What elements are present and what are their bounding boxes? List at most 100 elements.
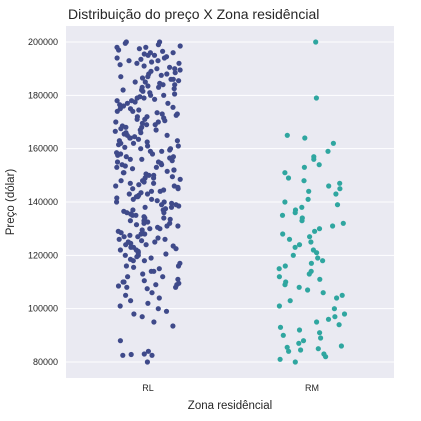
data-point-rm <box>280 231 286 237</box>
data-point-rl <box>120 87 126 93</box>
data-point-rm <box>311 156 317 162</box>
data-point-rl <box>139 227 145 233</box>
data-point-rm <box>306 188 312 194</box>
data-point-rm <box>317 276 323 282</box>
data-point-rm <box>331 306 337 312</box>
data-point-rl <box>171 86 177 92</box>
data-point-rl <box>123 242 129 248</box>
data-point-rm <box>287 298 293 304</box>
data-point-rl <box>175 223 181 229</box>
data-point-rl <box>149 151 156 157</box>
data-point-rm <box>338 343 344 349</box>
data-point-rl <box>141 351 147 357</box>
data-point-rm <box>305 287 311 293</box>
data-point-rm <box>317 330 323 336</box>
data-point-rl <box>127 218 133 224</box>
data-point-rl <box>139 84 145 90</box>
data-point-rl <box>130 258 136 264</box>
data-point-rl <box>146 71 152 77</box>
data-point-rl <box>117 62 123 68</box>
data-point-rl <box>175 143 181 149</box>
data-point-rl <box>170 243 176 249</box>
data-point-rl <box>172 91 178 97</box>
data-point-rl <box>168 204 175 210</box>
data-point-rl <box>157 39 163 45</box>
data-point-rl <box>137 127 143 133</box>
data-point-rl <box>143 44 149 50</box>
data-point-rl <box>130 207 136 213</box>
data-point-rl <box>156 295 162 301</box>
data-point-rm <box>276 266 282 272</box>
data-point-rl <box>123 292 129 298</box>
data-point-rl <box>156 266 162 272</box>
data-point-rl <box>164 223 170 229</box>
data-point-rl <box>145 143 151 149</box>
data-point-rl <box>135 252 141 258</box>
data-point-rl <box>170 154 176 160</box>
data-point-rm <box>282 282 288 288</box>
data-point-rl <box>156 84 162 90</box>
data-point-rl <box>174 111 180 117</box>
data-point-rm <box>300 338 307 344</box>
data-point-rl <box>163 308 170 314</box>
data-point-rm <box>307 234 313 240</box>
data-point-rl <box>154 198 160 204</box>
data-point-rl <box>146 172 152 178</box>
data-point-rl <box>114 98 120 104</box>
data-point-rl <box>171 167 177 173</box>
data-point-rl <box>124 100 130 106</box>
data-point-rl <box>175 263 182 269</box>
data-point-rl <box>154 66 160 72</box>
data-point-rm <box>330 223 336 229</box>
data-point-rl <box>140 271 146 277</box>
data-point-rl <box>144 122 150 128</box>
data-point-rm <box>313 39 319 45</box>
data-point-rl <box>125 274 131 280</box>
data-point-rl <box>120 103 127 109</box>
data-point-rl <box>151 52 158 58</box>
data-point-rl <box>128 351 134 358</box>
data-point-rl <box>147 90 153 96</box>
data-point-rl <box>138 56 144 62</box>
data-point-rm <box>296 284 302 290</box>
data-point-rl <box>152 239 158 245</box>
data-point-rl <box>114 159 121 165</box>
data-point-rl <box>144 359 150 365</box>
data-point-rl <box>167 146 174 152</box>
data-point-rm <box>290 252 296 258</box>
data-point-rl <box>138 190 144 196</box>
data-point-rl <box>142 231 148 237</box>
data-point-rm <box>318 335 324 341</box>
data-point-rm <box>284 344 290 350</box>
data-point-rl <box>177 176 183 182</box>
data-point-rl <box>170 50 176 56</box>
data-point-rm <box>277 324 284 330</box>
data-point-rl <box>139 238 145 244</box>
data-point-rl <box>172 70 178 76</box>
data-point-rm <box>340 220 346 226</box>
data-point-rl <box>168 76 174 82</box>
data-point-rl <box>113 183 119 189</box>
data-point-rl <box>130 186 136 192</box>
data-point-rl <box>162 236 168 242</box>
data-point-rm <box>325 316 332 322</box>
data-point-rl <box>170 104 176 110</box>
data-point-rm <box>282 170 288 176</box>
data-point-rl <box>114 195 120 201</box>
data-point-rl <box>136 107 142 113</box>
data-point-rl <box>176 60 182 66</box>
data-point-rl <box>147 226 153 232</box>
data-point-rl <box>135 194 141 200</box>
data-point-rl <box>116 236 122 242</box>
data-point-rl <box>159 202 165 208</box>
data-point-rl <box>164 71 170 77</box>
data-point-rm <box>279 212 286 218</box>
x-axis-label: Zona residêncial <box>188 400 272 412</box>
data-point-rl <box>135 136 142 142</box>
data-point-rl <box>124 284 130 290</box>
data-point-rl <box>153 127 159 133</box>
data-point-rl <box>155 58 161 64</box>
data-point-rm <box>316 162 322 168</box>
data-point-rm <box>292 359 298 365</box>
data-point-rm <box>308 239 314 245</box>
